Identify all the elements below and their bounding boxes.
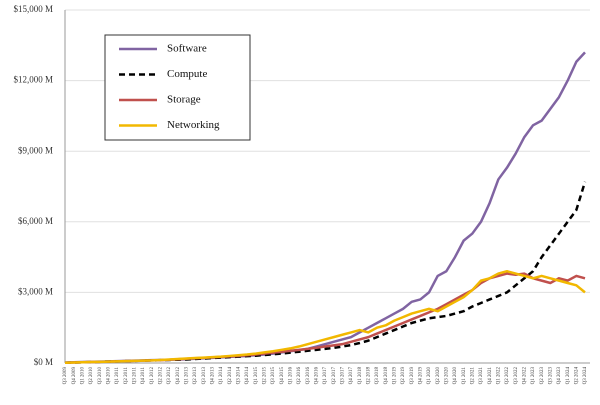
x-tick-label: Q1 2022 [496,367,501,385]
x-tick-label: Q4 2018 [384,367,389,385]
legend-label: Networking [167,119,220,131]
x-tick-label: Q1 2018 [358,367,363,385]
x-tick-label: Q1 2019 [392,367,397,385]
legend-label: Compute [167,68,207,80]
x-tick-label: Q4 2013 [210,367,215,385]
x-tick-label: Q1 2012 [150,367,155,385]
legend-label: Software [167,43,207,55]
x-tick-label: Q3 2015 [271,367,276,385]
x-tick-label: Q1 2021 [462,367,467,385]
x-tick-label: Q2 2015 [262,367,267,385]
x-tick-label: Q3 2020 [444,367,449,385]
x-tick-label: Q3 2014 [236,367,241,385]
x-tick-label: Q3 2012 [167,367,172,385]
x-tick-label: Q4 2010 [106,367,111,385]
x-tick-label: Q2 2017 [332,367,337,385]
x-tick-label: Q2 2013 [193,367,198,385]
x-tick-label: Q1 2014 [219,367,224,385]
x-tick-label: Q3 2016 [306,367,311,385]
x-tick-label: Q3 2018 [375,367,380,385]
x-tick-label: Q1 2013 [184,367,189,385]
x-tick-label: Q3 2009 [63,367,68,385]
x-tick-label: Q4 2020 [453,367,458,385]
x-tick-label: Q1 2017 [323,367,328,385]
x-tick-label: Q2 2018 [366,367,371,385]
x-tick-label: Q4 2017 [349,367,354,385]
x-tick-label: Q1 2023 [531,367,536,385]
legend-label: Storage [167,94,201,106]
x-tick-label: Q4 2021 [488,367,493,385]
x-tick-label: Q1 2010 [80,367,85,385]
x-tick-label: Q3 2023 [548,367,553,385]
x-tick-label: Q2 2011 [124,367,129,385]
x-tick-label: Q3 2022 [514,367,519,385]
y-tick-label: $15,000 M [13,4,53,14]
x-tick-label: Q4 2009 [72,367,77,385]
x-tick-label: Q3 2017 [340,367,345,385]
x-tick-label: Q3 2013 [202,367,207,385]
x-tick-label: Q3 2019 [410,367,415,385]
y-tick-label: $3,000 M [18,286,53,296]
series-line [64,181,587,365]
x-tick-label: Q2 2020 [436,367,441,385]
x-tick-label: Q4 2011 [141,367,146,385]
x-tick-label: Q4 2015 [280,367,285,385]
x-tick-label: Q2 2019 [401,367,406,385]
y-tick-label: $6,000 M [18,216,53,226]
x-tick-label: Q2 2023 [540,367,545,385]
x-tick-label: Q2 2024 [574,367,579,385]
x-tick-label: Q1 2011 [115,367,120,385]
x-tick-label: Q1 2016 [288,367,293,385]
y-tick-label: $9,000 M [18,145,53,155]
x-tick-label: Q1 2015 [254,367,259,385]
x-tick-label: Q2 2022 [505,367,510,385]
x-tick-label: Q2 2016 [297,367,302,385]
legend-box [104,34,251,141]
x-tick-label: Q1 2024 [566,367,571,385]
x-tick-label: Q1 2020 [427,367,432,385]
x-tick-label: Q4 2019 [418,367,423,385]
x-tick-label: Q4 2012 [176,367,181,385]
x-tick-label: Q3 2021 [479,367,484,385]
x-tick-label: Q2 2014 [228,367,233,385]
y-tick-label: $0 M [34,357,53,367]
x-tick-label: Q4 2023 [557,367,562,385]
y-tick-label: $12,000 M [13,75,53,85]
x-tick-label: Q3 2011 [132,367,137,385]
x-tick-label: Q2 2012 [158,367,163,385]
x-tick-label: Q2 2021 [470,367,475,385]
series-line [64,269,586,365]
x-tick-label: Q3 2010 [98,367,103,385]
x-tick-label: Q2 2010 [89,367,94,385]
x-tick-label: Q4 2022 [522,367,527,385]
x-tick-label: Q3 2024 [583,367,588,385]
x-tick-label: Q4 2016 [314,367,319,385]
x-tick-label: Q4 2014 [245,367,250,385]
